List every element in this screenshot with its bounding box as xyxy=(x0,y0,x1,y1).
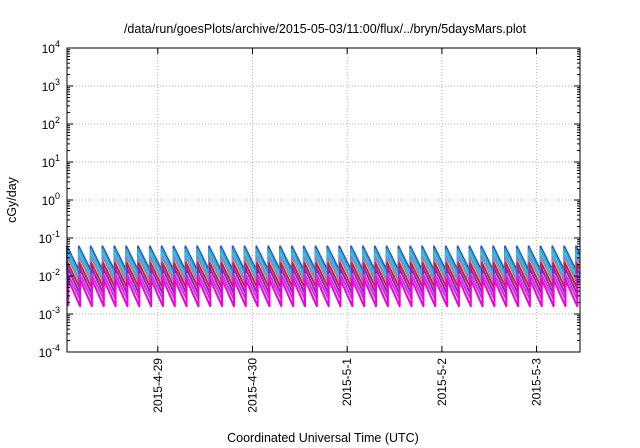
y-tick-exponent: 1 xyxy=(55,153,60,163)
series-line-5 xyxy=(66,262,581,289)
y-tick-exponent: 0 xyxy=(55,191,60,201)
y-tick-exponent: -3 xyxy=(52,305,60,315)
y-tick-label: 10-3 xyxy=(39,305,60,322)
grid xyxy=(67,48,580,352)
y-tick-label: 104 xyxy=(42,39,60,56)
x-tick-label: 2015-5-1 xyxy=(340,358,354,406)
x-tick-label: 2015-5-2 xyxy=(435,358,449,406)
y-tick-label: 10-1 xyxy=(39,229,60,246)
y-axis-label: cGy/day xyxy=(5,176,19,223)
y-tick-exponent: 3 xyxy=(55,77,60,87)
series-line-3 xyxy=(66,252,581,279)
y-tick-exponent: -2 xyxy=(52,267,60,277)
series-line-6 xyxy=(66,267,581,295)
y-tick-label: 10-2 xyxy=(39,267,60,284)
series-line-2 xyxy=(66,248,581,276)
y-tick-exponent: 4 xyxy=(55,39,60,49)
y-tick-label: 102 xyxy=(42,115,60,132)
series-line-4 xyxy=(66,255,581,283)
y-tick-label: 100 xyxy=(42,191,60,208)
y-tick-label: 103 xyxy=(42,77,60,94)
y-tick-exponent: -4 xyxy=(52,343,60,353)
x-axis-label: Coordinated Universal Time (UTC) xyxy=(227,431,419,445)
y-tick-exponent: -1 xyxy=(52,229,60,239)
x-tick-label: 2015-4-29 xyxy=(151,358,165,413)
y-tick-label: 101 xyxy=(42,153,60,170)
plot-frame xyxy=(66,47,581,353)
series-lines xyxy=(66,245,581,308)
y-tick-exponent: 2 xyxy=(55,115,60,125)
x-tick-label: 2015-5-3 xyxy=(530,358,544,406)
chart-title: /data/run/goesPlots/archive/2015-05-03/1… xyxy=(124,22,527,36)
series-line-8 xyxy=(67,278,580,308)
x-axis: 2015-4-29 2015-4-30 2015-5-1 2015-5-2 2015-5… xyxy=(151,48,544,413)
x-tick-label: 2015-4-30 xyxy=(245,358,259,413)
y-tick-label: 10-4 xyxy=(39,343,60,360)
series-line-1 xyxy=(66,245,580,272)
